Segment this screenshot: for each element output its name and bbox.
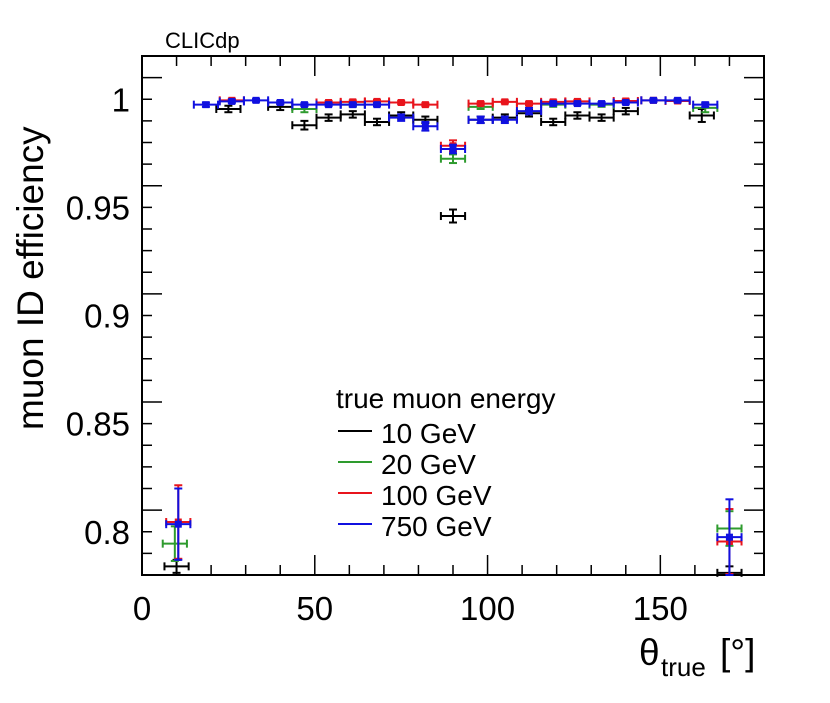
data-point: [315, 100, 342, 109]
marker: [373, 101, 381, 109]
marker: [701, 101, 709, 109]
data-point: [664, 96, 691, 105]
x-ticks: 0 50 100 150: [133, 56, 765, 627]
data-point: [388, 98, 415, 107]
legend-label: 20 GeV: [381, 449, 476, 480]
x-axis-title-subscript: true: [661, 652, 706, 682]
data-point: [267, 98, 294, 107]
data-point: [291, 100, 318, 109]
x-tick-label: 150: [633, 590, 688, 627]
data-point: [161, 525, 188, 562]
y-axis-title: muon ID efficiency: [10, 126, 51, 430]
marker: [725, 533, 733, 541]
data-point: [588, 99, 615, 108]
x-tick-label: 100: [460, 590, 515, 627]
x-axis-title-unit: [°]: [720, 632, 755, 673]
data-point: [491, 97, 518, 106]
x-tick-label: 50: [296, 590, 333, 627]
marker: [349, 101, 357, 109]
y-tick-label: 1: [112, 81, 130, 118]
data-point: [467, 99, 494, 108]
series-layer: [161, 96, 743, 577]
marker: [525, 100, 533, 108]
marker: [300, 101, 308, 109]
y-tick-label: 0.85: [66, 406, 130, 443]
marker: [397, 114, 405, 122]
data-point: [339, 110, 366, 119]
marker: [449, 145, 457, 153]
marker: [276, 98, 284, 106]
data-point: [388, 113, 415, 122]
data-point: [315, 113, 342, 122]
marker: [598, 100, 606, 108]
data-point: [412, 120, 439, 132]
marker: [649, 96, 657, 104]
data-point: [640, 96, 667, 105]
data-point: [515, 99, 543, 108]
marker: [501, 98, 509, 106]
marker: [674, 96, 682, 104]
data-point: [439, 153, 467, 165]
data-point: [439, 208, 467, 224]
series-750-gev: [165, 96, 743, 576]
experiment-label: CLICdp: [165, 28, 240, 53]
data-point: [612, 98, 639, 107]
y-tick-label: 0.9: [84, 298, 130, 335]
data-point: [363, 117, 391, 127]
data-point: [612, 106, 639, 116]
marker: [325, 101, 333, 109]
y-tick-label: 0.8: [84, 514, 130, 551]
marker: [525, 107, 533, 115]
legend-label: 750 GeV: [381, 511, 492, 542]
data-point: [218, 97, 245, 106]
data-point: [412, 100, 439, 109]
data-point: [588, 113, 615, 122]
marker: [228, 97, 236, 105]
data-point: [215, 104, 242, 114]
y-ticks: 0.8 0.85 0.9 0.95 1: [66, 55, 764, 576]
data-point: [692, 100, 719, 109]
x-tick-label: 0: [133, 590, 151, 627]
data-point: [242, 96, 270, 105]
marker: [622, 98, 630, 106]
data-point: [291, 119, 318, 131]
marker: [477, 116, 485, 124]
legend-title: true muon energy: [336, 383, 555, 414]
data-point: [363, 100, 391, 109]
marker: [549, 100, 557, 108]
marker: [421, 101, 429, 109]
x-axis-title-symbol: θ: [639, 632, 660, 673]
marker: [421, 122, 429, 130]
data-point: [564, 111, 591, 120]
data-point: [192, 100, 220, 109]
data-point: [540, 99, 567, 108]
marker: [501, 116, 509, 124]
data-point: [540, 117, 567, 127]
data-point: [439, 143, 467, 155]
marker: [202, 101, 210, 109]
marker: [174, 520, 182, 528]
data-point: [467, 115, 494, 125]
y-tick-label: 0.95: [66, 189, 130, 226]
legend-label: 10 GeV: [381, 418, 476, 449]
data-point: [491, 115, 518, 125]
legend-label: 100 GeV: [381, 480, 492, 511]
marker: [573, 100, 581, 108]
marker: [477, 100, 485, 108]
data-point: [165, 487, 192, 561]
data-point: [716, 498, 743, 576]
marker: [252, 96, 260, 104]
data-point: [515, 106, 543, 116]
data-point: [339, 100, 366, 109]
marker: [397, 98, 405, 106]
x-axis-title: θ true [°]: [639, 632, 755, 682]
